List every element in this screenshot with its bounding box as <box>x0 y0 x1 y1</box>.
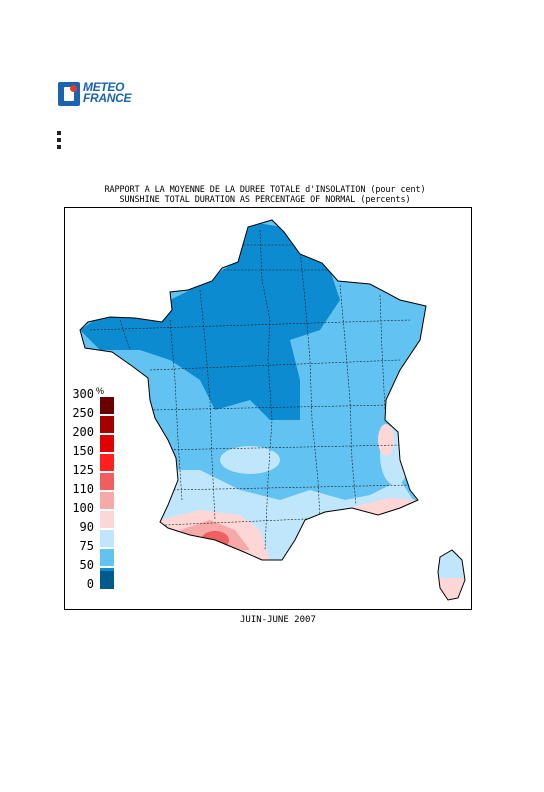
map-title-french: RAPPORT A LA MOYENNE DE LA DUREE TOTALE … <box>104 185 426 195</box>
map-title-english: SUNSHINE TOTAL DURATION AS PERCENTAGE OF… <box>119 195 411 205</box>
legend-swatch <box>100 571 114 589</box>
meteo-france-emblem <box>58 82 80 106</box>
legend-label: 75 <box>79 539 94 553</box>
legend-label: 125 <box>72 463 94 477</box>
legend-unit: % <box>96 386 105 396</box>
legend-swatch <box>100 416 114 433</box>
legend-swatch <box>100 473 114 490</box>
legend-swatch <box>100 511 114 528</box>
legend-label: 110 <box>72 482 94 496</box>
legend-label: 50 <box>79 558 94 572</box>
legend-swatch <box>100 530 114 547</box>
legend-label: 90 <box>79 520 94 534</box>
france-outline <box>79 219 427 561</box>
legend-label: 0 <box>86 577 94 591</box>
legend-label: 250 <box>72 406 94 420</box>
legend-label: 100 <box>72 501 94 515</box>
legend-swatch <box>100 435 114 452</box>
logo-wordmark: METEO FRANCE <box>83 80 132 105</box>
legend-label: 300 <box>72 387 94 401</box>
legend-swatch <box>100 492 114 509</box>
logo-line-2: FRANCE <box>83 91 132 105</box>
meteo-france-logo: METEO FRANCE <box>58 80 142 106</box>
legend-label: 150 <box>72 444 94 458</box>
corsica-outline <box>437 549 466 601</box>
legend-label: 200 <box>72 425 94 439</box>
map-caption-date: JUIN-JUNE 2007 <box>240 615 316 625</box>
map-frame <box>64 207 472 610</box>
legend-swatch <box>100 397 114 414</box>
small-marks <box>57 131 63 155</box>
legend-swatch <box>100 549 114 566</box>
mainland-france <box>80 220 426 560</box>
logo-line-1: METEO <box>83 80 125 94</box>
legend-swatch <box>100 454 114 471</box>
